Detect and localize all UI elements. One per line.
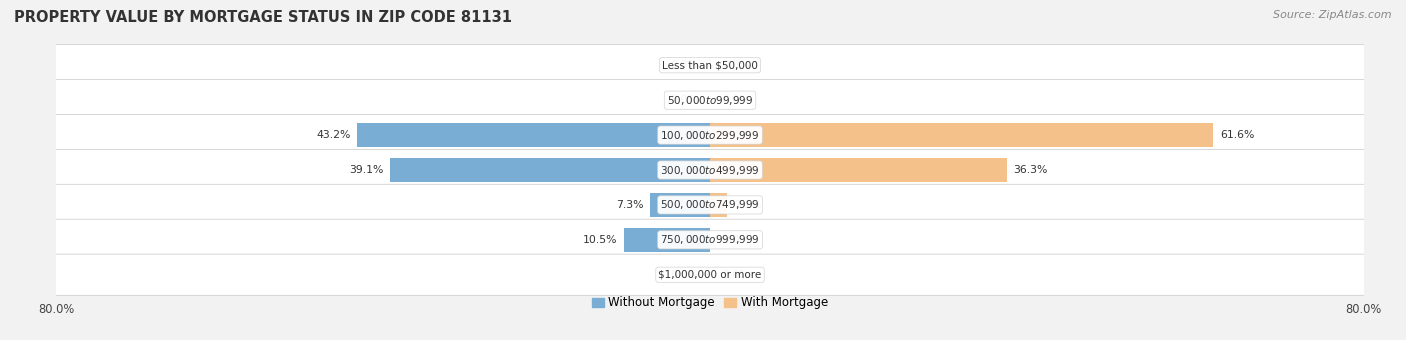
Text: $300,000 to $499,999: $300,000 to $499,999 — [661, 164, 759, 176]
Text: 0.0%: 0.0% — [671, 270, 697, 280]
Text: 39.1%: 39.1% — [350, 165, 384, 175]
Text: 36.3%: 36.3% — [1014, 165, 1047, 175]
Text: $50,000 to $99,999: $50,000 to $99,999 — [666, 94, 754, 107]
Bar — [651, 193, 710, 217]
FancyBboxPatch shape — [51, 254, 1369, 295]
Bar — [710, 158, 1007, 182]
Text: $100,000 to $299,999: $100,000 to $299,999 — [661, 129, 759, 141]
Text: 10.5%: 10.5% — [583, 235, 617, 245]
Bar — [710, 123, 1213, 147]
Text: 0.0%: 0.0% — [671, 60, 697, 70]
FancyBboxPatch shape — [51, 115, 1369, 156]
Bar — [710, 193, 727, 217]
Text: $750,000 to $999,999: $750,000 to $999,999 — [661, 233, 759, 246]
Text: 0.0%: 0.0% — [723, 95, 749, 105]
Text: Source: ZipAtlas.com: Source: ZipAtlas.com — [1274, 10, 1392, 20]
Text: 7.3%: 7.3% — [616, 200, 644, 210]
Text: 0.0%: 0.0% — [723, 235, 749, 245]
Text: 61.6%: 61.6% — [1220, 130, 1254, 140]
Text: 43.2%: 43.2% — [316, 130, 350, 140]
Text: 0.0%: 0.0% — [671, 95, 697, 105]
FancyBboxPatch shape — [51, 149, 1369, 191]
Text: 0.0%: 0.0% — [723, 60, 749, 70]
Text: 2.1%: 2.1% — [734, 200, 761, 210]
FancyBboxPatch shape — [51, 45, 1369, 86]
FancyBboxPatch shape — [51, 80, 1369, 121]
Text: PROPERTY VALUE BY MORTGAGE STATUS IN ZIP CODE 81131: PROPERTY VALUE BY MORTGAGE STATUS IN ZIP… — [14, 10, 512, 25]
Legend: Without Mortgage, With Mortgage: Without Mortgage, With Mortgage — [588, 291, 832, 314]
Bar — [624, 228, 710, 252]
Text: Less than $50,000: Less than $50,000 — [662, 60, 758, 70]
FancyBboxPatch shape — [51, 219, 1369, 260]
Text: $500,000 to $749,999: $500,000 to $749,999 — [661, 199, 759, 211]
Text: 0.0%: 0.0% — [723, 270, 749, 280]
Bar — [391, 158, 710, 182]
Text: $1,000,000 or more: $1,000,000 or more — [658, 270, 762, 280]
FancyBboxPatch shape — [51, 184, 1369, 225]
Bar — [357, 123, 710, 147]
